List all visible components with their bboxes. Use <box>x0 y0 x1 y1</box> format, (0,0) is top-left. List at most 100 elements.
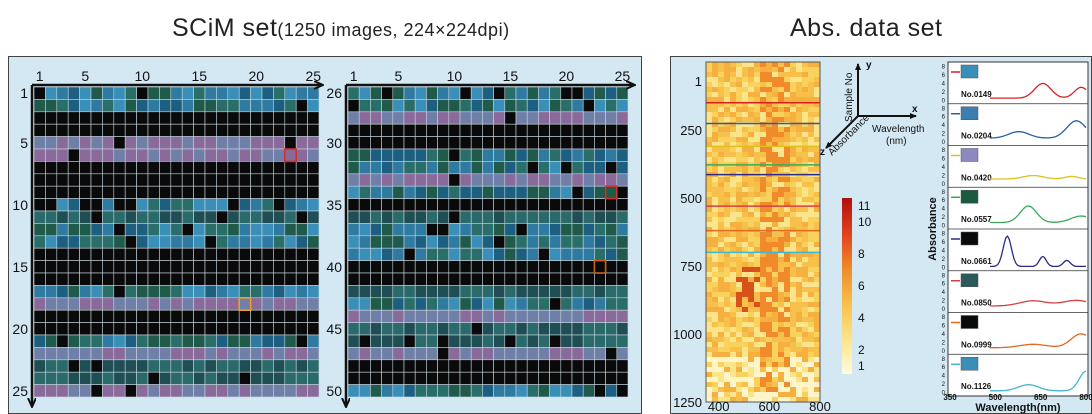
thumbnail-cell <box>273 148 286 162</box>
thumbnail-cell <box>136 136 149 150</box>
heatmap-cell <box>748 122 755 128</box>
heatmap-cell <box>766 292 773 298</box>
heatmap-cell <box>766 237 773 243</box>
thumbnail-cell <box>56 136 69 150</box>
thumbnail-cell <box>549 260 562 274</box>
heatmap-cell <box>796 337 803 343</box>
thumbnail-cell <box>307 247 320 261</box>
heatmap-cell <box>724 382 731 388</box>
heatmap-cell <box>808 152 815 158</box>
thumbnail-cell <box>594 309 606 323</box>
heatmap-cell <box>778 262 785 268</box>
thumbnail-cell <box>238 322 251 336</box>
thumbnail-cell <box>616 210 629 224</box>
spectrum-y-tick: 2 <box>942 215 946 221</box>
heatmap-cell <box>772 127 779 133</box>
heatmap-cell <box>808 337 815 343</box>
heatmap-cell <box>736 312 743 318</box>
thumbnail-cell <box>392 235 405 249</box>
heatmap-cell <box>796 217 803 223</box>
heatmap-cell <box>772 167 779 173</box>
thumbnail-cell <box>381 322 394 336</box>
thumbnail-cell <box>159 347 172 361</box>
heatmap-cell <box>706 372 713 378</box>
thumbnail-cell <box>493 309 506 323</box>
thumbnail-cell <box>493 86 506 100</box>
heatmap-cell <box>802 372 809 378</box>
heatmap-cell <box>748 282 755 288</box>
heatmap-cell <box>760 282 767 288</box>
heatmap-cell <box>802 382 809 388</box>
heatmap-cell <box>730 247 737 253</box>
heatmap-cell <box>766 337 773 343</box>
heatmap-cell <box>772 137 779 143</box>
heatmap-cell <box>748 227 755 233</box>
thumbnail-cell <box>426 185 438 199</box>
thumbnail-cell <box>616 235 629 249</box>
heatmap-cell <box>748 202 755 208</box>
heatmap-cell <box>754 342 761 348</box>
thumbnail-cell <box>193 272 206 286</box>
thumbnail-cell <box>124 111 137 125</box>
thumbnail-cell <box>605 111 618 125</box>
thumbnail-cell <box>159 371 172 385</box>
thumbnail-cell <box>482 198 494 212</box>
thumbnail-cell <box>33 384 46 398</box>
thumbnail-cell <box>571 223 584 237</box>
heatmap-cell <box>808 67 815 73</box>
thumbnail-cell <box>33 347 46 361</box>
thumbnail-cell <box>582 322 595 336</box>
thumbnail-cell <box>493 347 506 361</box>
thumbnail-cell <box>90 347 103 361</box>
thumbnail-cell <box>181 247 194 261</box>
heatmap-cell <box>706 87 713 93</box>
heatmap-cell <box>718 382 725 388</box>
heatmap-cell <box>718 187 725 193</box>
thumbnail-cell <box>549 86 562 100</box>
heatmap-cell <box>808 392 815 398</box>
heatmap-cell <box>784 192 791 198</box>
thumbnail-cell <box>482 161 494 175</box>
thumbnail-cell <box>493 223 506 237</box>
heatmap-cell <box>790 62 797 68</box>
heatmap-cell <box>784 207 791 213</box>
thumbnail-cell <box>414 148 427 162</box>
thumbnail-cell <box>392 359 405 373</box>
heatmap-cell <box>748 317 755 323</box>
thumbnail-cell <box>426 235 438 249</box>
thumbnail-cell <box>426 322 438 336</box>
heatmap-cell <box>796 182 803 188</box>
thumbnail-cell <box>594 210 606 224</box>
thumbnail-cell <box>358 285 371 299</box>
thumbnail-cell <box>261 260 274 274</box>
heatmap-cell <box>754 227 761 233</box>
heatmap-cell <box>748 187 755 193</box>
thumbnail-cell <box>113 359 126 373</box>
heatmap-cell <box>814 357 821 363</box>
thumbnail-cell <box>67 347 80 361</box>
thumbnail-cell <box>616 297 629 311</box>
heatmap-cell <box>772 117 779 123</box>
heatmap-cell <box>814 317 821 323</box>
heatmap-cell <box>754 62 761 68</box>
thumbnail-cell <box>403 297 416 311</box>
heatmap-cell <box>778 97 785 103</box>
thumbnail-cell <box>295 334 308 348</box>
thumbnail-cell <box>459 99 472 113</box>
thumbnail-cell <box>284 359 297 373</box>
thumbnail-cell <box>526 223 539 237</box>
heatmap-cell <box>760 167 767 173</box>
heatmap-cell <box>790 222 797 228</box>
thumbnail-cell <box>181 136 194 150</box>
thumbnail-cell <box>594 235 606 249</box>
heatmap-cell <box>760 102 767 108</box>
thumbnail-cell <box>193 347 206 361</box>
thumbnail-cell <box>594 86 606 100</box>
thumbnail-cell <box>549 272 562 286</box>
heatmap-cell <box>784 222 791 228</box>
thumbnail-cell <box>181 111 194 125</box>
heatmap-cell <box>766 262 773 268</box>
thumbnail-cell <box>414 136 427 150</box>
thumbnail-cell <box>90 99 103 113</box>
heatmap-cell <box>772 72 779 78</box>
